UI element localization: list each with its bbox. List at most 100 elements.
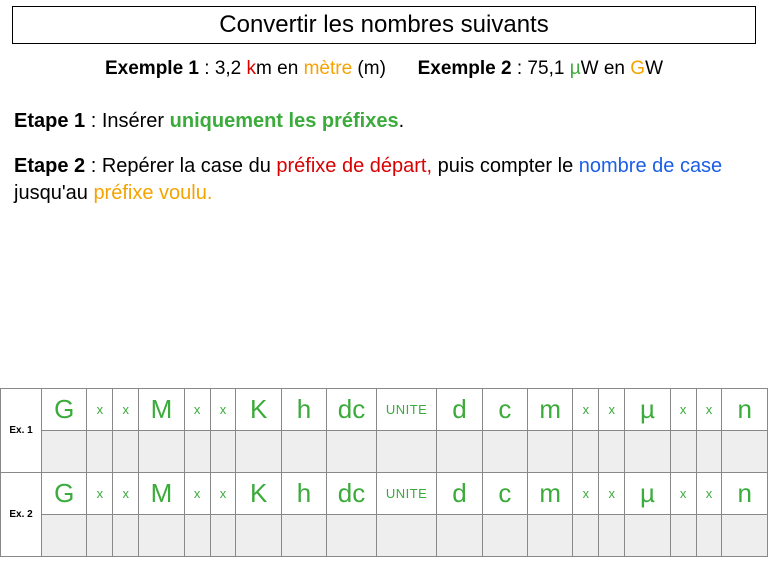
blank-cell [87, 515, 113, 557]
prefix-cell: K [236, 473, 281, 515]
blank-cell [599, 515, 625, 557]
prefix-cell: x [87, 389, 113, 431]
prefix-cell: x [599, 473, 625, 515]
prefix-cell: d [437, 473, 482, 515]
blank-cell [573, 515, 599, 557]
step1-post: . [399, 110, 405, 132]
blank-cell [42, 431, 87, 473]
prefix-cell: x [87, 473, 113, 515]
blank-cell [184, 431, 210, 473]
blank-cell [87, 431, 113, 473]
blank-cell [670, 431, 696, 473]
step2-mid2: jusqu'au [14, 182, 93, 204]
step2-orange: préfixe voulu. [93, 182, 212, 204]
prefix-cell: K [236, 389, 281, 431]
blank-cell [482, 515, 527, 557]
blank-cell [42, 515, 87, 557]
prefix-cell: x [573, 473, 599, 515]
prefix-cell: m [528, 473, 573, 515]
row-label: Ex. 2 [1, 473, 42, 557]
blank-cell [722, 515, 768, 557]
blank-cell [113, 515, 139, 557]
ex2-post: W [645, 58, 663, 79]
prefix-cell: x [573, 389, 599, 431]
prefix-table: Ex. 1GxxMxxKhdcUNITEdcmxxµxxnEx. 2GxxMxx… [0, 388, 768, 557]
prefix-cell: x [113, 473, 139, 515]
blank-cell [236, 515, 281, 557]
prefix-cell: h [281, 473, 326, 515]
ex1-mid: m en [256, 58, 304, 79]
prefix-cell: UNITE [376, 389, 436, 431]
ex1-pre: : 3,2 [199, 58, 247, 79]
blank-cell [625, 431, 670, 473]
prefix-cell: x [210, 389, 236, 431]
prefix-cell: G [42, 473, 87, 515]
blank-cell [437, 431, 482, 473]
prefix-cell: x [113, 389, 139, 431]
prefix-cell: h [281, 389, 326, 431]
prefix-cell: x [210, 473, 236, 515]
prefix-cell: µ [625, 473, 670, 515]
prefix-cell: x [599, 389, 625, 431]
blank-cell [670, 515, 696, 557]
blank-cell [722, 431, 768, 473]
step2-pre: : Repérer la case du [85, 155, 276, 177]
blank-cell [437, 515, 482, 557]
blank-cell [599, 431, 625, 473]
prefix-cell: x [696, 473, 722, 515]
page-title: Convertir les nombres suivants [12, 6, 756, 44]
prefix-cell: c [482, 473, 527, 515]
prefix-cell: c [482, 389, 527, 431]
ex2-mu: µ [570, 58, 581, 79]
prefix-cell: M [139, 473, 184, 515]
ex1-k: k [247, 58, 257, 79]
blank-cell [327, 515, 377, 557]
prefix-cell: UNITE [376, 473, 436, 515]
blank-cell [376, 431, 436, 473]
prefix-cell: x [670, 473, 696, 515]
blank-cell [376, 515, 436, 557]
ex1-label: Exemple 1 [105, 58, 199, 79]
prefix-cell: x [696, 389, 722, 431]
blank-cell [184, 515, 210, 557]
step1-highlight: uniquement les préfixes [170, 110, 399, 132]
blank-cell [625, 515, 670, 557]
step-1: Etape 1 : Insérer uniquement les préfixe… [14, 108, 754, 135]
step2-mid1: puis compter le [432, 155, 579, 177]
blank-cell [696, 431, 722, 473]
blank-cell [528, 515, 573, 557]
prefix-cell: x [184, 473, 210, 515]
prefix-cell: n [722, 473, 768, 515]
ex1-post: (m) [352, 58, 386, 79]
step2-red: préfixe de départ, [276, 155, 432, 177]
prefix-cell: dc [327, 473, 377, 515]
prefix-cell: d [437, 389, 482, 431]
ex1-metre: mètre [304, 58, 353, 79]
blank-cell [573, 431, 599, 473]
blank-cell [210, 431, 236, 473]
step1-pre: : Insérer [85, 110, 169, 132]
blank-cell [236, 431, 281, 473]
examples-line: Exemple 1 : 3,2 km en mètre (m) Exemple … [0, 58, 768, 80]
blank-cell [696, 515, 722, 557]
blank-cell [113, 431, 139, 473]
step2-label: Etape 2 [14, 155, 85, 177]
ex2-label: Exemple 2 [418, 58, 512, 79]
ex2-pre: : 75,1 [512, 58, 570, 79]
blank-cell [139, 431, 184, 473]
prefix-cell: M [139, 389, 184, 431]
prefix-cell: G [42, 389, 87, 431]
blank-cell [139, 515, 184, 557]
step-2: Etape 2 : Repérer la case du préfixe de … [14, 153, 754, 207]
prefix-cell: m [528, 389, 573, 431]
prefix-table-wrap: Ex. 1GxxMxxKhdcUNITEdcmxxµxxnEx. 2GxxMxx… [0, 388, 768, 557]
blank-cell [210, 515, 236, 557]
prefix-cell: dc [327, 389, 377, 431]
blank-cell [281, 431, 326, 473]
prefix-cell: x [184, 389, 210, 431]
blank-cell [281, 515, 326, 557]
ex2-mid: W en [581, 58, 631, 79]
prefix-cell: n [722, 389, 768, 431]
step1-label: Etape 1 [14, 110, 85, 132]
blank-cell [327, 431, 377, 473]
